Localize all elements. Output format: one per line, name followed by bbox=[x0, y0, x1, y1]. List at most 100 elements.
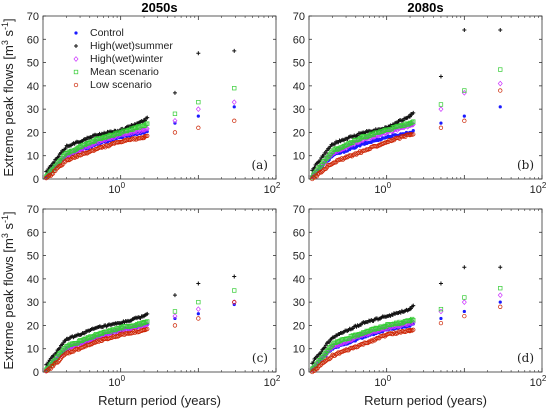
data-point bbox=[329, 343, 334, 349]
data-point bbox=[439, 316, 443, 321]
data-point bbox=[318, 363, 323, 368]
data-point bbox=[439, 121, 443, 125]
legend-marker bbox=[74, 44, 78, 48]
data-point bbox=[327, 356, 332, 362]
data-point bbox=[71, 148, 76, 154]
data-point bbox=[340, 349, 346, 354]
data-point bbox=[342, 155, 348, 161]
panel-label: (c) bbox=[252, 351, 268, 365]
x-tick-label: 102 bbox=[264, 181, 281, 196]
data-point bbox=[310, 369, 315, 375]
legend-entry: High(wet)summer bbox=[90, 40, 173, 52]
data-point bbox=[74, 146, 80, 151]
data-point bbox=[46, 174, 51, 179]
chart-title: 2050s bbox=[141, 0, 177, 15]
plot-area bbox=[42, 15, 277, 180]
data-point bbox=[438, 306, 444, 312]
data-point bbox=[315, 172, 321, 177]
legend-entry: High(wet)winter bbox=[90, 53, 163, 65]
data-point bbox=[438, 320, 444, 326]
data-point bbox=[195, 106, 201, 112]
data-point bbox=[56, 164, 61, 169]
data-point bbox=[71, 349, 76, 354]
data-point bbox=[321, 153, 326, 158]
y-tick-label: 30 bbox=[293, 104, 305, 116]
panel-label: (b) bbox=[517, 158, 534, 172]
data-point bbox=[55, 360, 60, 365]
series-high-wet-summer bbox=[310, 265, 503, 366]
data-point bbox=[498, 27, 503, 32]
data-point bbox=[342, 143, 348, 148]
y-tick-label: 30 bbox=[27, 104, 39, 116]
data-point bbox=[49, 172, 55, 177]
data-point bbox=[141, 320, 147, 326]
data-point bbox=[438, 281, 443, 286]
data-point bbox=[462, 118, 467, 123]
data-point bbox=[411, 129, 415, 133]
data-point bbox=[172, 117, 178, 124]
data-point bbox=[318, 358, 323, 363]
y-tick-label: 0 bbox=[33, 174, 39, 186]
data-point bbox=[319, 170, 324, 175]
data-point bbox=[367, 339, 373, 344]
data-point bbox=[322, 345, 327, 350]
y-tick-label: 40 bbox=[27, 81, 39, 93]
data-point bbox=[63, 146, 68, 151]
data-point bbox=[87, 342, 92, 348]
data-point bbox=[316, 171, 322, 176]
data-point bbox=[498, 265, 503, 270]
data-point bbox=[130, 130, 135, 136]
data-point bbox=[73, 341, 78, 346]
data-point bbox=[48, 366, 53, 371]
y-tick-label: 40 bbox=[293, 81, 305, 93]
y-axis-label: Extreme peak flows [m3 s-1] bbox=[0, 211, 16, 369]
data-point bbox=[325, 348, 331, 353]
x-tick-label: 100 bbox=[108, 374, 125, 389]
data-point bbox=[375, 143, 381, 149]
data-point bbox=[462, 27, 467, 32]
data-point bbox=[141, 134, 147, 140]
data-point bbox=[328, 345, 333, 350]
data-point bbox=[408, 307, 413, 312]
x-axis-label: Return period (years) bbox=[98, 393, 221, 408]
data-point bbox=[54, 355, 59, 360]
data-point bbox=[196, 316, 201, 321]
data-point bbox=[462, 88, 467, 93]
data-point bbox=[145, 115, 150, 120]
x-tick-label: 100 bbox=[374, 181, 391, 196]
y-tick-label: 50 bbox=[27, 58, 39, 70]
legend-marker bbox=[73, 82, 79, 88]
data-point bbox=[232, 48, 237, 53]
data-point bbox=[232, 105, 236, 109]
data-point bbox=[314, 361, 319, 366]
data-point bbox=[232, 118, 237, 123]
data-point bbox=[137, 329, 142, 334]
data-point bbox=[349, 140, 355, 145]
series-mean-scenario bbox=[310, 67, 503, 180]
chart-panel: 0 10 20 30 40 50 60 70 100 102 2050s (a) Extreme pea… bbox=[0, 0, 281, 196]
data-point bbox=[322, 351, 327, 357]
data-point bbox=[407, 132, 413, 137]
data-point bbox=[141, 327, 147, 333]
data-point bbox=[324, 350, 330, 357]
data-point bbox=[365, 340, 370, 346]
data-point bbox=[232, 288, 237, 293]
data-point bbox=[332, 141, 337, 146]
data-point bbox=[195, 306, 201, 312]
y-tick-label: 30 bbox=[293, 297, 305, 309]
data-point bbox=[323, 358, 328, 364]
y-tick-label: 60 bbox=[293, 34, 305, 46]
data-point bbox=[345, 142, 350, 147]
x-axis-label: Return period (years) bbox=[364, 393, 487, 408]
y-tick-label: 50 bbox=[27, 251, 39, 263]
y-tick-label: 10 bbox=[27, 151, 39, 163]
data-point bbox=[462, 114, 466, 118]
data-point bbox=[135, 128, 141, 135]
data-point bbox=[172, 293, 177, 298]
data-point bbox=[324, 357, 330, 363]
series-low-scenario bbox=[44, 118, 237, 181]
data-point bbox=[324, 348, 330, 354]
data-point bbox=[50, 171, 56, 176]
data-point bbox=[64, 351, 69, 356]
data-point bbox=[381, 324, 386, 330]
